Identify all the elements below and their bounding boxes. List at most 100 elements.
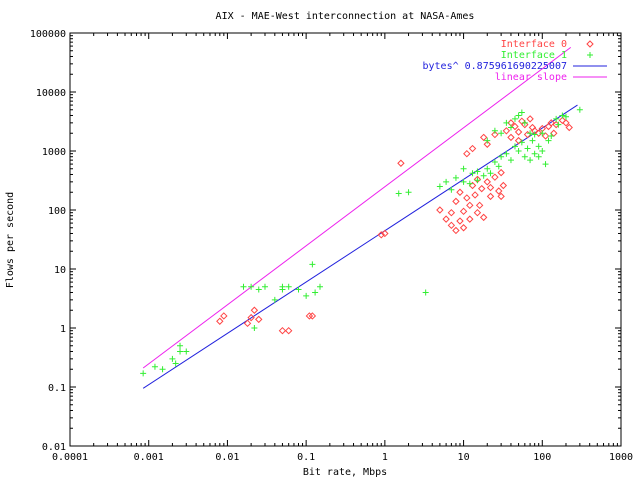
interface1-point bbox=[531, 150, 538, 157]
linear-slope-line bbox=[142, 47, 572, 369]
interface1-point bbox=[495, 163, 502, 170]
y-tick-label: 0.01 bbox=[42, 442, 66, 453]
x-tick-label: 100 bbox=[533, 452, 551, 463]
interface1-point bbox=[159, 366, 166, 373]
interface1-point bbox=[452, 174, 459, 181]
interface0-point bbox=[255, 315, 263, 324]
y-tick-label: 1 bbox=[60, 324, 66, 335]
interface1-point bbox=[511, 115, 518, 122]
interface0-point bbox=[459, 207, 468, 216]
interface1-point bbox=[515, 112, 522, 119]
interface0-point bbox=[483, 140, 491, 148]
interface0-point bbox=[463, 194, 471, 202]
interface1-point bbox=[422, 289, 429, 296]
interface1-point bbox=[443, 178, 450, 185]
x-tick-label: 0.01 bbox=[215, 452, 239, 463]
interface1-point bbox=[460, 178, 467, 185]
interface1-point bbox=[169, 355, 176, 362]
interface0-point bbox=[436, 206, 444, 214]
interface1-point bbox=[491, 127, 498, 134]
interface0-point bbox=[558, 116, 567, 125]
interface0-point bbox=[397, 159, 405, 167]
legend-swatch bbox=[586, 40, 594, 48]
interface0-point bbox=[507, 133, 515, 142]
interface1-point bbox=[303, 292, 310, 299]
interface0-point bbox=[511, 122, 519, 131]
interface0-point bbox=[478, 184, 486, 193]
interface1-point bbox=[521, 119, 528, 126]
interface1-point bbox=[474, 168, 481, 175]
y-tick-label: 10 bbox=[54, 265, 66, 276]
interface0-point bbox=[483, 178, 491, 186]
interface1-point bbox=[172, 360, 179, 367]
interface1-point bbox=[498, 130, 505, 137]
interface1-point bbox=[251, 325, 258, 331]
interface0-point bbox=[565, 123, 573, 132]
interface0-point bbox=[534, 129, 543, 137]
interface0-point bbox=[486, 192, 495, 201]
interface1-point bbox=[529, 137, 536, 144]
interface1-point bbox=[545, 137, 552, 144]
interface1-point bbox=[279, 286, 286, 293]
interface0-point bbox=[541, 132, 550, 140]
interface0-point bbox=[497, 192, 505, 201]
interface0-point bbox=[526, 115, 534, 123]
interface1-point bbox=[503, 119, 510, 126]
interface1-point bbox=[491, 159, 498, 166]
x-tick-label: 0.1 bbox=[297, 452, 315, 463]
interface1-point bbox=[405, 189, 412, 196]
interface0-point bbox=[499, 181, 508, 190]
interface0-point bbox=[514, 128, 523, 136]
x-tick-label: 1 bbox=[382, 452, 388, 463]
interface0-point bbox=[471, 191, 479, 199]
interface1-point bbox=[240, 283, 247, 290]
interface0-point bbox=[381, 229, 389, 238]
interface0-point bbox=[452, 197, 460, 206]
y-tick-label: 10000 bbox=[36, 88, 66, 99]
interface0-point bbox=[247, 313, 255, 322]
interface1-point bbox=[527, 130, 534, 137]
interface1-point bbox=[177, 342, 184, 349]
interface1-point bbox=[559, 112, 566, 119]
legend-label: linear slope bbox=[495, 72, 567, 83]
interface0-point bbox=[491, 173, 499, 181]
interface1-point bbox=[535, 143, 542, 150]
interface0-point bbox=[562, 119, 570, 127]
interface1-point bbox=[309, 261, 316, 268]
interface0-point bbox=[250, 306, 259, 314]
axis-ticks: 0.0001 0.001 0.01 0.1 1 10 100 1000 0.01 0.1 1 10 10… bbox=[30, 29, 633, 463]
y-axis-label: Flows per second bbox=[5, 192, 16, 288]
x-tick-label: 0.001 bbox=[134, 452, 164, 463]
interface1-point bbox=[312, 289, 319, 296]
x-tick-label: 1000 bbox=[609, 452, 633, 463]
interface0-point bbox=[497, 168, 505, 177]
interface0-point bbox=[220, 312, 228, 320]
interface1-point bbox=[317, 283, 324, 290]
interface1-point bbox=[507, 157, 514, 164]
interface0-point bbox=[243, 319, 252, 328]
y-tick-label: 100 bbox=[48, 206, 66, 217]
interface1-point bbox=[507, 124, 514, 131]
interface0-point bbox=[547, 119, 555, 127]
interface1-point bbox=[498, 153, 505, 160]
interface0-point bbox=[468, 181, 477, 190]
interface1-point bbox=[535, 153, 542, 160]
interface1-point bbox=[503, 150, 510, 157]
interface0-point bbox=[502, 127, 511, 135]
interface0-point bbox=[305, 312, 314, 320]
x-tick-label: 10 bbox=[458, 452, 470, 463]
interface0-point bbox=[514, 136, 523, 145]
interface1-point bbox=[518, 109, 525, 116]
interface0-point bbox=[308, 312, 317, 320]
interface1-point bbox=[521, 153, 528, 160]
data-marks bbox=[140, 47, 583, 389]
interface0-point bbox=[491, 130, 499, 139]
interface0-point bbox=[377, 231, 385, 239]
interface1-point bbox=[271, 296, 278, 303]
interface1-point bbox=[484, 137, 491, 144]
legend-label: Interface 0 bbox=[501, 39, 567, 50]
interface0-point bbox=[495, 187, 503, 195]
interface0-point bbox=[521, 120, 529, 129]
y-tick-label: 100000 bbox=[30, 29, 66, 40]
